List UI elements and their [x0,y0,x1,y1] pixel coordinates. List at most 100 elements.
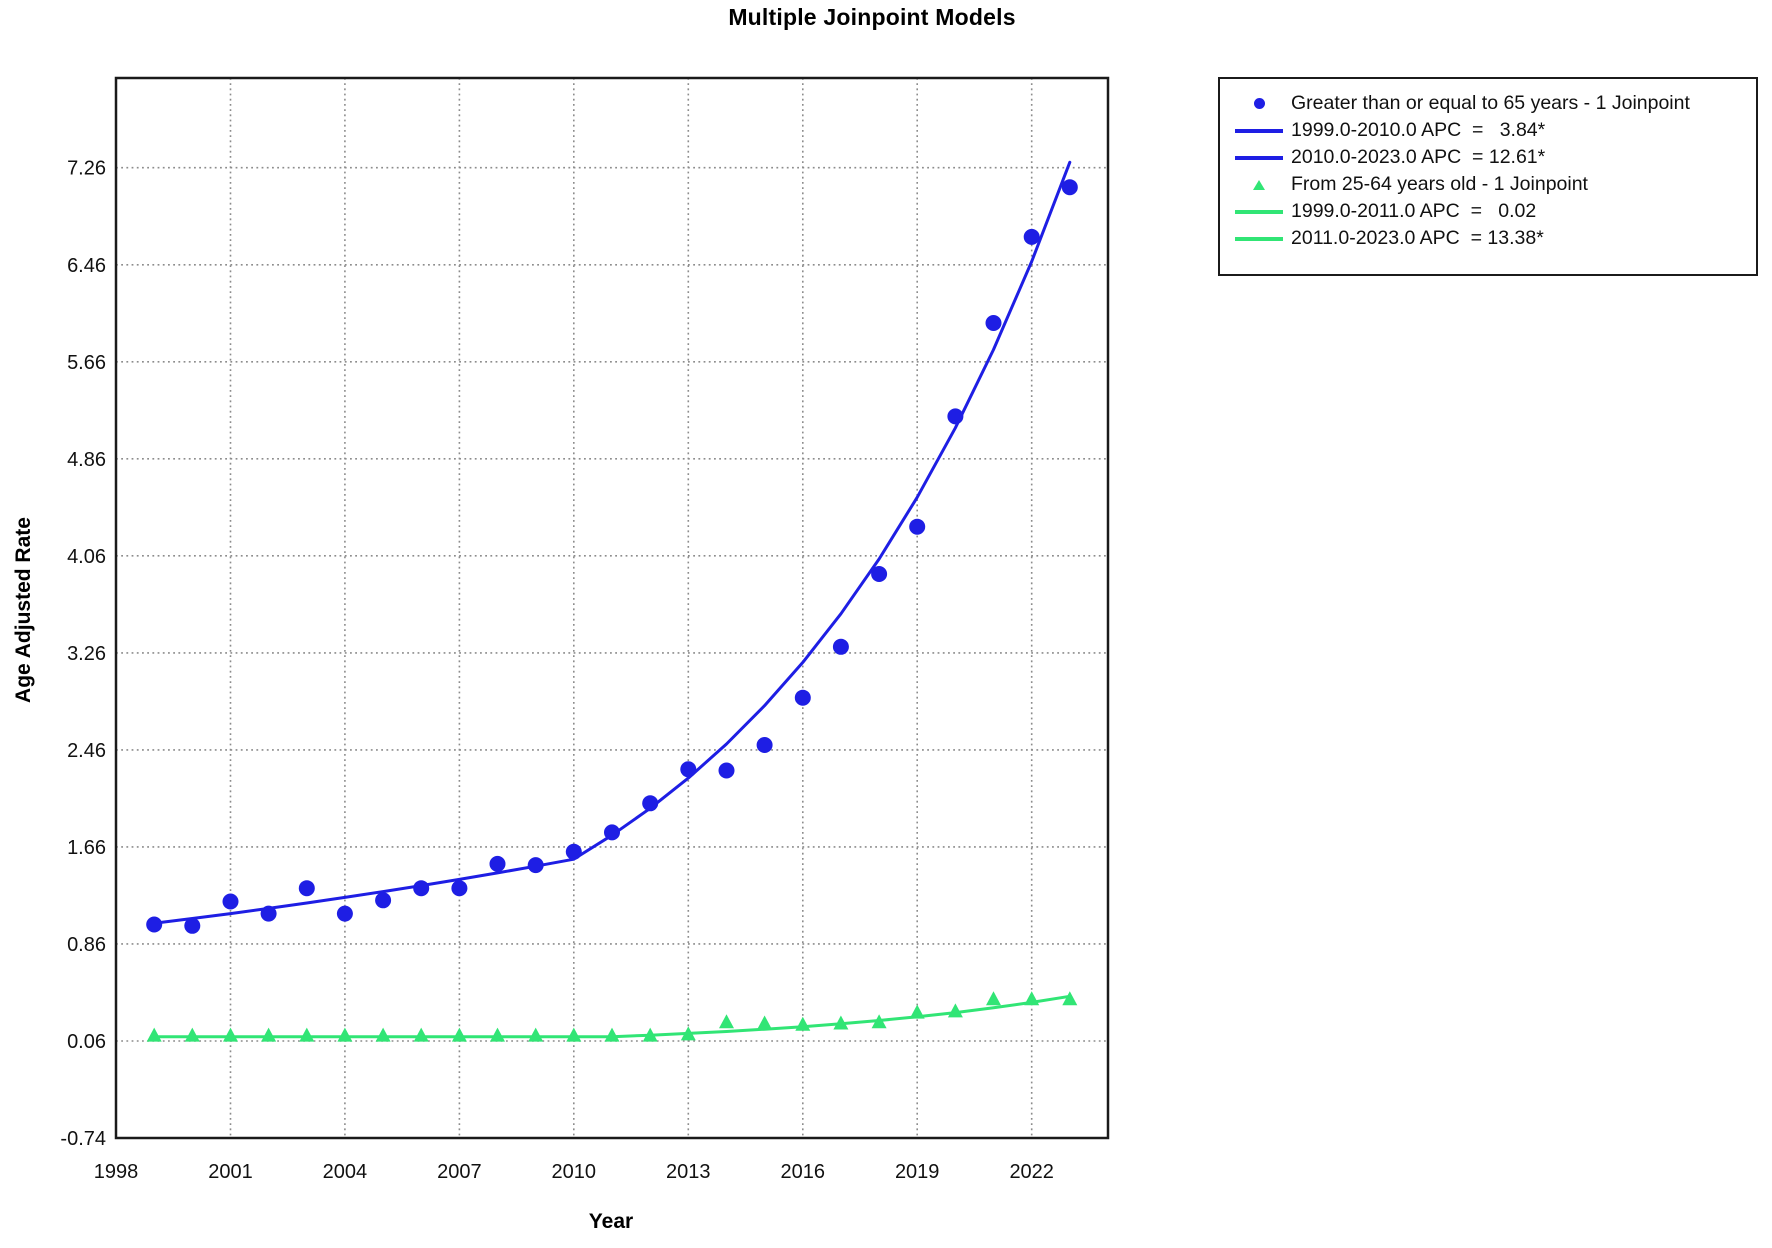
legend-symbol-cell [1234,236,1284,241]
line-swatch-icon [1235,209,1283,214]
joinpoint-segment [152,857,576,925]
x-tick-label: 2010 [552,1161,597,1183]
y-tick-label: 3.26 [67,643,106,665]
data-point [261,1027,277,1042]
data-point [223,1027,238,1042]
legend-row: 1999.0-2010.0 APC = 3.84* [1234,117,1756,144]
x-tick-label: 2022 [1009,1161,1054,1183]
y-tick-label: -0.74 [60,1128,106,1150]
data-point [604,824,620,841]
data-point [489,855,506,872]
data-point [718,762,735,779]
data-point [1062,991,1078,1006]
data-point [566,1027,582,1042]
legend-symbol-cell [1234,179,1284,190]
x-tick-label: 2001 [208,1161,253,1183]
data-point [146,916,163,933]
data-point [680,761,697,778]
data-point [871,1014,887,1029]
legend-row: Greater than or equal to 65 years - 1 Jo… [1234,90,1756,117]
data-point [184,1027,200,1042]
data-point [222,893,239,910]
data-point [1061,179,1078,196]
data-point [413,1027,429,1042]
x-tick-label: 2007 [437,1161,482,1183]
legend-row: 2011.0-2023.0 APC = 13.38* [1234,225,1756,252]
data-point [299,1027,315,1042]
series-points-0 [146,179,1078,934]
legend-symbol-cell [1234,209,1284,214]
legend-symbol-cell [1234,98,1284,109]
line-swatch-icon [1235,128,1283,133]
legend-box: Greater than or equal to 65 years - 1 Jo… [1218,77,1758,276]
x-axis-title: Year [588,1210,634,1233]
legend-label: Greater than or equal to 65 years - 1 Jo… [1291,92,1690,114]
gridlines [116,78,1108,1138]
series-points-1 [146,991,1078,1042]
legend-label: 2011.0-2023.0 APC = 13.38* [1291,227,1544,249]
data-point [375,1027,391,1042]
y-tick-label: 6.46 [67,255,106,277]
y-tick-label: 4.86 [67,449,106,471]
data-point [1023,228,1040,245]
data-point [527,857,544,874]
data-point [795,1016,811,1031]
data-point [947,1003,963,1018]
data-point [871,566,888,582]
data-point [528,1027,544,1042]
x-tick-label: 1998 [94,1161,139,1183]
x-tick-label: 2004 [323,1161,368,1183]
joinpoint-segment [572,160,1072,861]
legend-label: 1999.0-2010.0 APC = 3.84* [1291,119,1546,141]
y-tick-label: 0.86 [67,934,106,956]
data-point [986,991,1001,1006]
y-tick-label: 5.66 [67,352,106,374]
legend-symbol-cell [1234,128,1284,133]
data-point [146,1027,162,1042]
x-tick-label: 2019 [895,1161,940,1183]
data-point [451,1027,467,1042]
y-tick-label: 1.66 [67,837,106,859]
data-point [680,1026,696,1041]
data-point [794,689,811,706]
data-point [909,518,926,535]
data-point [260,905,277,922]
data-point [947,408,964,425]
legend-symbol-cell [1234,155,1284,160]
legend-row: 1999.0-2011.0 APC = 0.02 [1234,198,1756,225]
line-swatch-icon [1235,155,1283,160]
legend-row: From 25-64 years old - 1 Joinpoint [1234,171,1756,198]
y-tick-label: 0.06 [67,1031,106,1053]
data-point [413,880,430,897]
data-point [756,737,773,753]
data-point [184,917,201,934]
data-point [642,795,659,812]
y-tick-label: 4.06 [67,546,106,568]
data-point [451,880,468,897]
data-point [490,1027,505,1042]
data-point [985,315,1002,331]
data-point [719,1014,734,1029]
data-point [1024,991,1040,1006]
data-point [757,1015,773,1030]
legend-row: 2010.0-2023.0 APC = 12.61* [1234,144,1756,171]
y-tick-label: 7.26 [67,158,106,180]
y-tick-labels: 7.26 6.46 5.66 4.86 4.06 3.26 2.46 1.66 0.86 0.06… [60,158,106,1150]
series-line-0 [152,160,1072,925]
x-tick-label: 2016 [781,1161,826,1183]
x-tick-labels: 1998 2001 2004 2007 2010 2013 2016 2019 2022 [94,1161,1054,1183]
data-point [336,905,353,922]
y-tick-label: 2.46 [67,740,106,762]
data-point [642,1027,658,1042]
legend-label: 2010.0-2023.0 APC = 12.61* [1291,146,1546,168]
line-swatch-icon [1235,236,1283,241]
legend-label: From 25-64 years old - 1 Joinpoint [1291,173,1588,195]
x-tick-label: 2013 [666,1161,711,1183]
plot-border [114,76,1110,1140]
data-point [832,638,849,655]
data-point [909,1004,925,1019]
chart-title: Multiple Joinpoint Models [728,4,1016,30]
data-point [298,880,315,897]
triangle-marker-icon [1253,179,1265,190]
